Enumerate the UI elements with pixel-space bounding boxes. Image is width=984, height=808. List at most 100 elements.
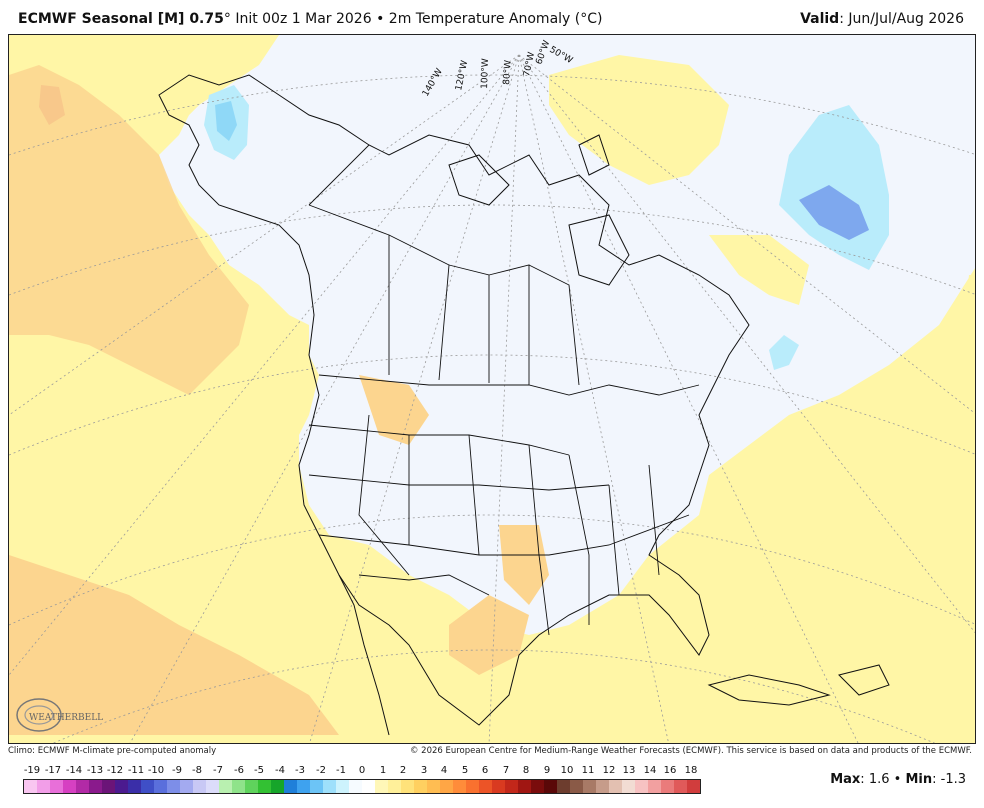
- colorbar-swatch: [76, 780, 89, 793]
- colorbar-tick-label: 11: [581, 765, 595, 776]
- valid-period: Valid: Jun/Jul/Aug 2026: [800, 11, 964, 27]
- colorbar-tick-label: -17: [44, 765, 62, 776]
- min-value: -1.3: [940, 772, 966, 787]
- colorbar-swatch: [89, 780, 102, 793]
- colorbar-swatch: [297, 780, 310, 793]
- field-name: 2m Temperature Anomaly (°C): [388, 11, 603, 27]
- north-atlantic-cool-core: [799, 185, 869, 240]
- colorbar-tick-label: 2: [399, 765, 407, 776]
- valid-label: Valid: [800, 11, 840, 27]
- lon-label-80w: 80°W: [502, 60, 514, 86]
- colorbar-swatch: [466, 780, 479, 793]
- model-name: ECMWF Seasonal [M] 0.75: [18, 11, 224, 27]
- colorbar-swatch: [674, 780, 687, 793]
- colorbar-tick-label: 13: [622, 765, 636, 776]
- colorbar-swatch: [180, 780, 193, 793]
- map-panel: 140°W 120°W 100°W 80°W 70°W 60°W 50°W WE…: [8, 34, 976, 744]
- colorbar-tick-label: -7: [213, 765, 223, 776]
- colorbar-swatch: [492, 780, 505, 793]
- colorbar-swatch: [427, 780, 440, 793]
- atlantic-warm-region: [689, 275, 975, 743]
- colorbar-tick-label: 8: [522, 765, 530, 776]
- colorbar-swatch: [570, 780, 583, 793]
- weatherbell-logo: WEATHERBELL: [16, 698, 103, 732]
- colorbar-swatch: [336, 780, 349, 793]
- southern-plains-warm-patch: [499, 525, 549, 605]
- colorbar-tick-label: -11: [127, 765, 145, 776]
- title-bullet: •: [376, 11, 385, 27]
- colorbar-tick-label: -3: [295, 765, 305, 776]
- colorbar-swatch: [258, 780, 271, 793]
- colorbar-swatch: [154, 780, 167, 793]
- colorbar-tick-label: -9: [172, 765, 182, 776]
- colorbar-swatch: [362, 780, 375, 793]
- init-time: Init 00z 1 Mar 2026: [235, 11, 372, 27]
- map-header: ECMWF Seasonal [M] 0.75° Init 00z 1 Mar …: [0, 0, 984, 34]
- climo-note: Climo: ECMWF M-climate pre-computed anom…: [8, 746, 217, 756]
- colorbar-swatch: [310, 780, 323, 793]
- colorbar-tick-label: 10: [560, 765, 574, 776]
- labrador-warm-region: [709, 235, 809, 305]
- colorbar-swatch: [596, 780, 609, 793]
- colorbar-swatch: [687, 780, 700, 793]
- max-label: Max: [830, 772, 861, 787]
- north-pacific-warm-spot: [39, 85, 65, 125]
- colorbar-swatch: [232, 780, 245, 793]
- colorbar-tick-label: 18: [684, 765, 698, 776]
- colorbar-swatch: [63, 780, 76, 793]
- pacific-warm-anomaly: [9, 65, 249, 395]
- colorbar-swatch: [37, 780, 50, 793]
- colorbar-swatch: [583, 780, 596, 793]
- colorbar-swatch: [453, 780, 466, 793]
- colorbar-tick-label: 7: [502, 765, 510, 776]
- neutral-anomaly-region: [9, 35, 975, 635]
- colorbar-swatch: [219, 780, 232, 793]
- east-pacific-warm-anomaly: [9, 555, 339, 735]
- colorbar-swatch: [206, 780, 219, 793]
- colorbar-swatch: [661, 780, 674, 793]
- northwest-warm-patch: [359, 375, 429, 445]
- colorbar-swatch: [245, 780, 258, 793]
- colorbar-tick-label: 16: [663, 765, 677, 776]
- graticule: [9, 54, 975, 743]
- colorbar-tick-label: -5: [254, 765, 264, 776]
- colorbar-swatch: [518, 780, 531, 793]
- colorbar-swatch: [544, 780, 557, 793]
- colorbar-tick-label: 5: [461, 765, 469, 776]
- colorbar-tick-label: 12: [602, 765, 616, 776]
- colorbar-swatch: [128, 780, 141, 793]
- colorbar-swatch: [557, 780, 570, 793]
- map-canvas: 140°W 120°W 100°W 80°W 70°W 60°W 50°W WE…: [9, 35, 975, 743]
- caribbean-warm-region: [709, 625, 975, 743]
- logo-text: WEATHERBELL: [29, 713, 103, 723]
- colorbar-swatch: [24, 780, 37, 793]
- colorbar-tick-label: -4: [275, 765, 285, 776]
- map-title: ECMWF Seasonal [M] 0.75° Init 00z 1 Mar …: [18, 11, 602, 27]
- copyright-note: © 2026 European Centre for Medium-Range …: [409, 746, 972, 756]
- colorbar-tick-label: 1: [379, 765, 387, 776]
- colorbar-swatch: [479, 780, 492, 793]
- colorbar-swatch: [349, 780, 362, 793]
- colorbar-swatch: [531, 780, 544, 793]
- colorbar-swatch: [635, 780, 648, 793]
- colorbar-swatch: [141, 780, 154, 793]
- colorbar-swatch: [401, 780, 414, 793]
- colorbar-swatch: [622, 780, 635, 793]
- gulf-warm-patch: [449, 595, 529, 675]
- colorbar-swatch: [375, 780, 388, 793]
- colorbar-tick-label: 6: [481, 765, 489, 776]
- colorbar-swatch: [50, 780, 63, 793]
- greenland-warm-region: [549, 55, 729, 185]
- lon-label-100w: 100°W: [480, 58, 491, 89]
- colorbar-tick-label: 0: [358, 765, 366, 776]
- valid-value: Jun/Jul/Aug 2026: [848, 11, 964, 27]
- colorbar-tick-label: -13: [86, 765, 104, 776]
- colorbar-tick-label: -12: [106, 765, 124, 776]
- colorbar-tick-label: -10: [147, 765, 165, 776]
- colorbar-swatch: [115, 780, 128, 793]
- max-min-readout: Max: 1.6 • Min: -1.3: [830, 772, 966, 787]
- colorbar-tick-label: -6: [234, 765, 244, 776]
- colorbar-swatch: [609, 780, 622, 793]
- colorbar-tick-label: 9: [543, 765, 551, 776]
- min-label: Min: [905, 772, 933, 787]
